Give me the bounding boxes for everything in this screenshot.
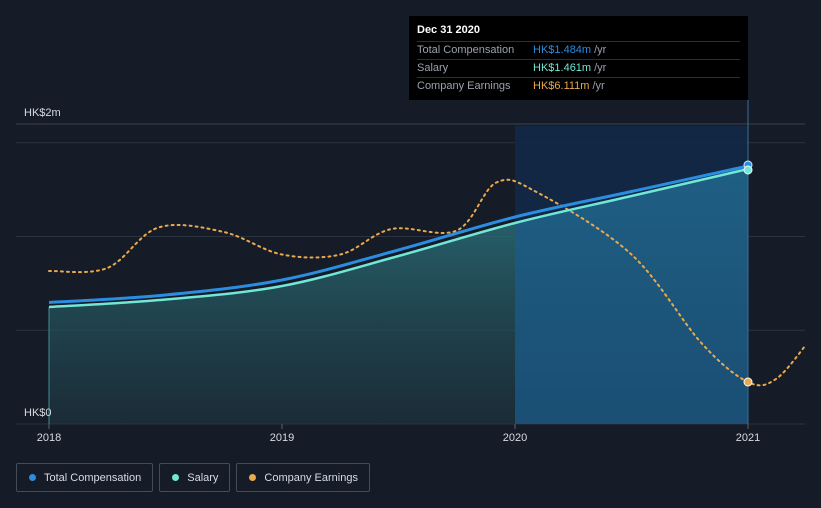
legend-total-compensation[interactable]: Total Compensation [16, 463, 154, 492]
legend-label: Company Earnings [264, 471, 358, 484]
x-tick-label: 2019 [270, 432, 294, 444]
salary-line [48, 167, 749, 309]
legend-label: Total Compensation [44, 471, 142, 484]
tooltip-date: Dec 31 2020 [417, 24, 480, 36]
tooltip-unit: /yr [592, 80, 605, 92]
x-tick-label: 2021 [736, 432, 760, 444]
tooltip-value: HK$6.111m [533, 80, 590, 92]
tooltip-row-total: Total Compensation HK$1.484m /yr [417, 41, 740, 59]
tooltip-unit: /yr [594, 44, 607, 56]
x-tick-label: 2020 [503, 432, 527, 444]
legend-dot-icon [29, 474, 36, 481]
company-earnings-line [48, 178, 808, 387]
tooltip-row-earnings: Company Earnings HK$6.111m /yr [417, 77, 740, 95]
tooltip-value: HK$1.484m [533, 44, 592, 56]
tooltip-label: Total Compensation [417, 44, 515, 56]
tooltip-unit: /yr [594, 62, 607, 74]
legend-dot-icon [249, 474, 257, 481]
legend-company-earnings[interactable]: Company Earnings [236, 463, 370, 492]
x-tick-label: 2018 [37, 432, 61, 444]
salary-area-highlight [515, 169, 748, 424]
y-axis-bottom-label: HK$0 [24, 407, 52, 419]
compensation-chart: HK$2m HK$0 2018 2019 2020 2021 [16, 100, 808, 444]
tooltip-label: Company Earnings [417, 80, 511, 92]
legend: Total Compensation Salary Company Earnin… [16, 463, 370, 492]
tooltip-row-salary: Salary HK$1.461m /yr [417, 59, 740, 77]
legend-label: Salary [187, 471, 219, 484]
salary-point [743, 165, 753, 175]
total-compensation-line [48, 164, 749, 304]
legend-dot-icon [172, 474, 180, 481]
tooltip: Dec 31 2020 Total Compensation HK$1.484m… [409, 16, 748, 100]
tooltip-value: HK$1.461m [533, 62, 592, 74]
company-earnings-point [743, 377, 753, 387]
legend-salary[interactable]: Salary [159, 463, 231, 492]
tooltip-label: Salary [417, 62, 449, 74]
y-axis-top-label: HK$2m [24, 107, 61, 119]
